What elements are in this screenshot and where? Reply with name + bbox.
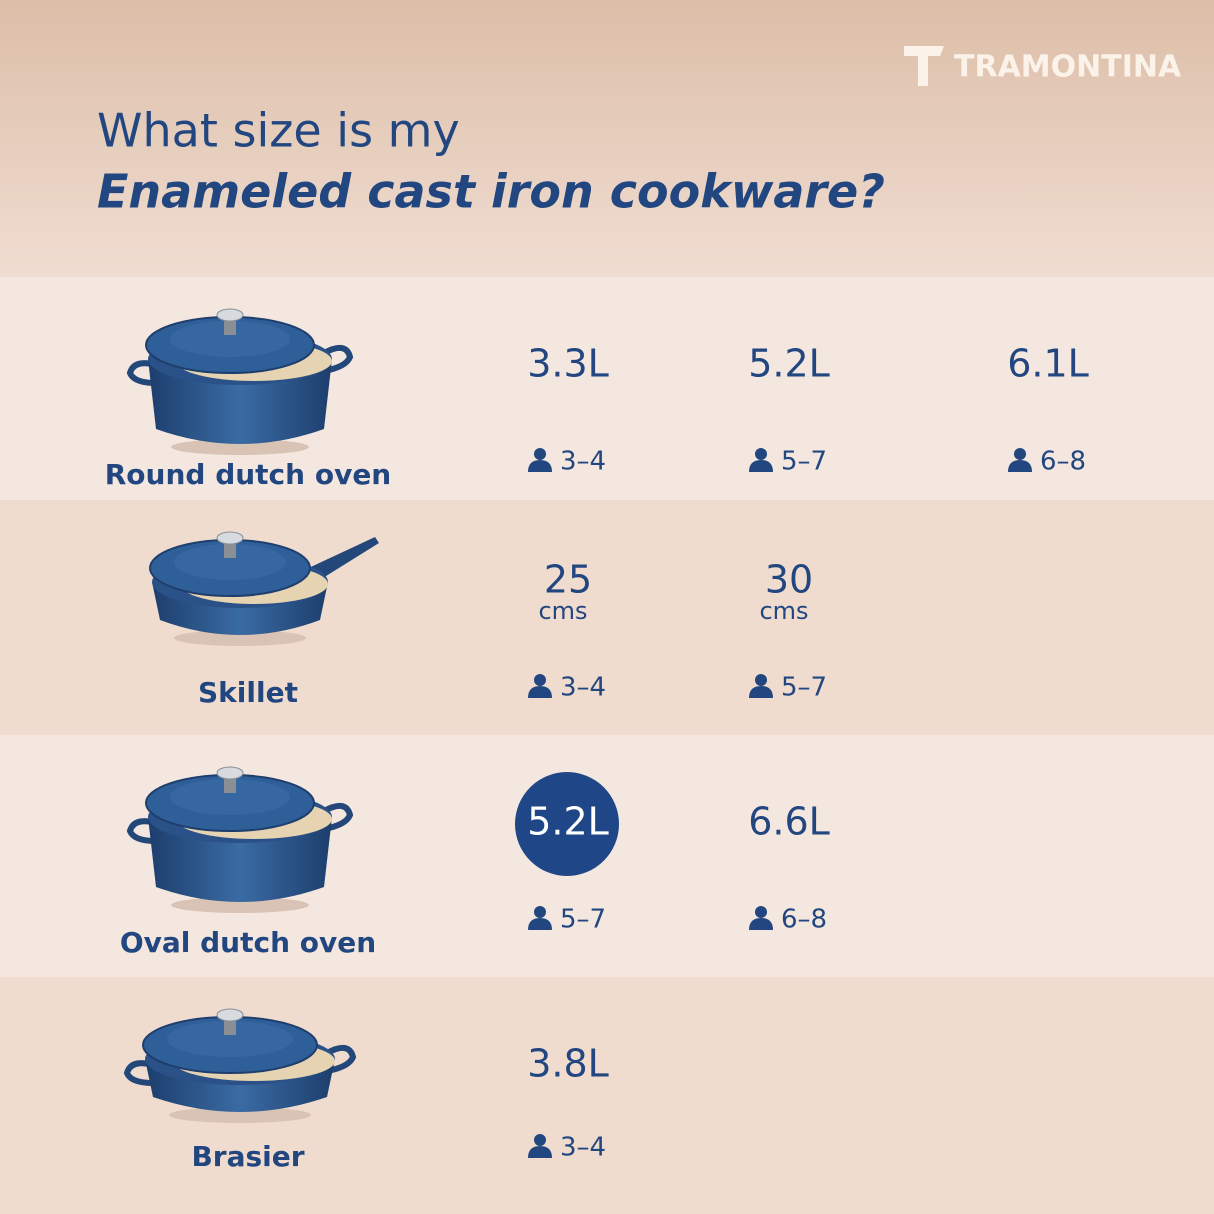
cookware-name: Round dutch oven xyxy=(105,458,392,491)
size-unit: cms xyxy=(759,597,808,625)
person-icon-body xyxy=(749,686,773,698)
pot-shadow xyxy=(171,897,309,913)
size-unit: cms xyxy=(538,597,587,625)
servings: 6–8 xyxy=(1040,447,1086,477)
servings: 6–8 xyxy=(781,905,827,935)
person-icon-head xyxy=(755,448,767,460)
cookware-name: Skillet xyxy=(198,676,298,709)
size-value: 5.2L xyxy=(527,800,609,844)
pot-handle xyxy=(126,360,159,387)
title-emphasis: Enameled cast iron cookware? xyxy=(97,165,885,219)
person-icon-body xyxy=(749,918,773,930)
pot-handle xyxy=(324,1044,357,1075)
person-icon-head xyxy=(534,674,546,686)
size-value: 3.3L xyxy=(527,342,609,386)
pot-handle xyxy=(321,802,354,833)
lid-top xyxy=(167,1021,293,1057)
lid-knob-top xyxy=(216,531,244,545)
person-icon-head xyxy=(534,906,546,918)
lid-top xyxy=(170,321,290,357)
person-icon-body xyxy=(528,1146,552,1158)
rows: Round dutch oven 3.3L 3–4 5.2L 5–7 6.1L 6–8 Ski… xyxy=(0,277,1214,1214)
pot-handle xyxy=(321,344,354,375)
servings: 3–4 xyxy=(560,673,606,703)
size-value: 6.6L xyxy=(748,800,830,844)
cookware-row: Brasier 3.8L 3–4 xyxy=(0,977,1214,1214)
lid-knob-top xyxy=(216,308,244,322)
cookware-name: Brasier xyxy=(191,1140,304,1173)
size-value: 25 xyxy=(544,558,592,602)
pot-shadow xyxy=(171,439,309,455)
size-value: 5.2L xyxy=(748,342,830,386)
lid-top xyxy=(170,779,290,815)
brand-logo: TRAMONTINA xyxy=(904,46,1182,86)
servings: 5–7 xyxy=(560,905,606,935)
title-line: What size is my xyxy=(97,104,460,158)
size-highlight xyxy=(515,772,619,876)
person-icon-body xyxy=(528,460,552,472)
cookware-name: Oval dutch oven xyxy=(120,926,376,959)
servings: 3–4 xyxy=(560,447,606,477)
pot-handle xyxy=(126,818,159,845)
size-value: 3.8L xyxy=(527,1042,609,1086)
person-icon-head xyxy=(534,448,546,460)
person-icon-body xyxy=(528,686,552,698)
logo-mark xyxy=(904,46,944,86)
person-icon-body xyxy=(749,460,773,472)
servings: 3–4 xyxy=(560,1133,606,1163)
person-icon-head xyxy=(1014,448,1026,460)
person-icon-head xyxy=(755,674,767,686)
pot-shadow xyxy=(168,1107,312,1123)
pot-handle xyxy=(123,1060,156,1087)
lid-top xyxy=(174,544,286,580)
pot-shadow xyxy=(174,630,306,646)
person-icon-head xyxy=(534,1134,546,1146)
lid-knob-top xyxy=(216,1008,244,1022)
person-icon-head xyxy=(755,906,767,918)
servings: 5–7 xyxy=(781,673,827,703)
header-background xyxy=(0,0,1214,277)
servings: 5–7 xyxy=(781,447,827,477)
brand-name: TRAMONTINA xyxy=(954,50,1182,85)
size-value: 6.1L xyxy=(1007,342,1089,386)
person-icon-body xyxy=(1008,460,1032,472)
lid-knob-top xyxy=(216,766,244,780)
cookware-row: Round dutch oven 3.3L 3–4 5.2L 5–7 6.1L 6–8 xyxy=(0,277,1214,500)
cookware-row: Oval dutch oven 5.2L 5–7 6.6L 6–8 xyxy=(0,735,1214,977)
size-value: 30 xyxy=(765,558,813,602)
person-icon-body xyxy=(528,918,552,930)
